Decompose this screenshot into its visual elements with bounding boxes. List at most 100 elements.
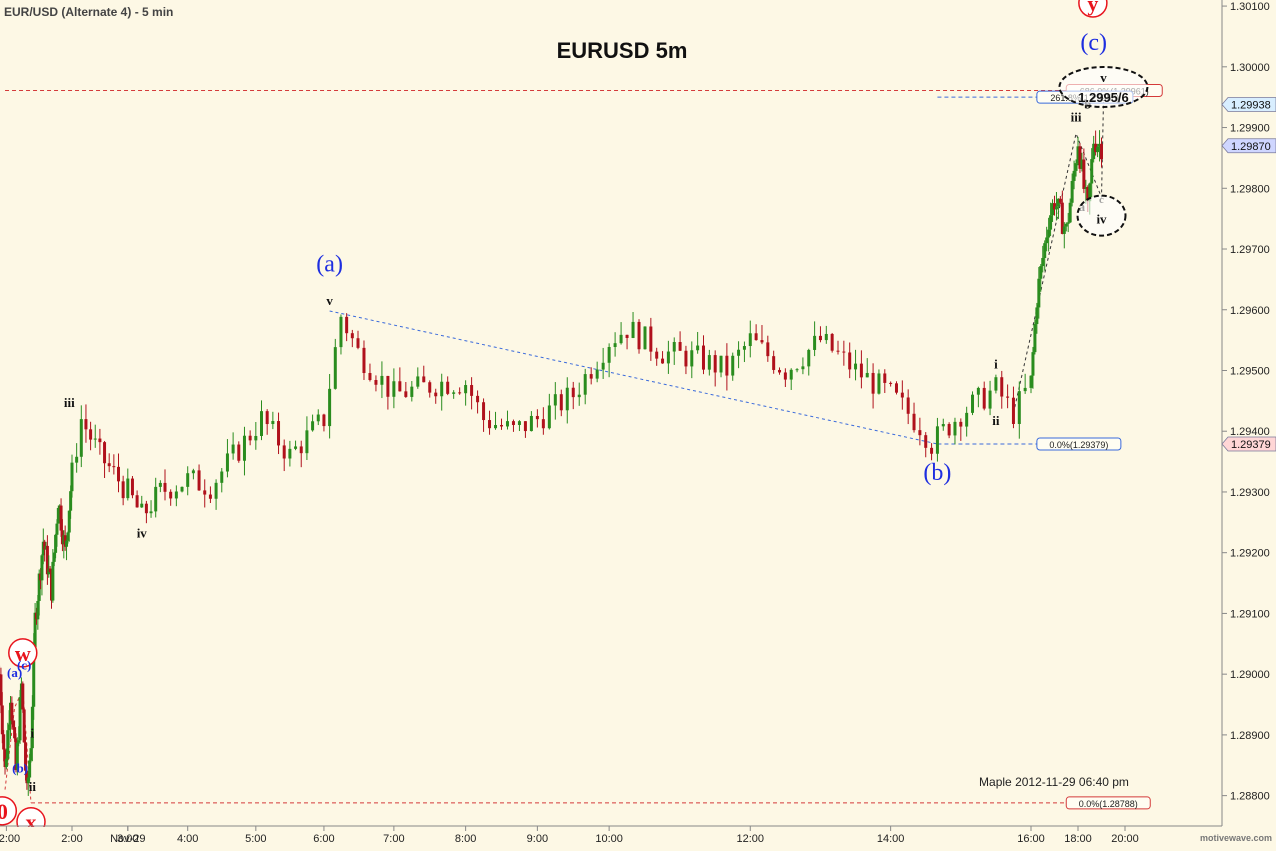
window-title: EUR/USD (Alternate 4) - 5 min	[4, 5, 173, 19]
candle-body	[1062, 226, 1066, 234]
candle-body	[237, 444, 241, 461]
y-tick-label: 1.29200	[1230, 548, 1270, 560]
candle-body	[271, 421, 275, 425]
candle-body	[25, 770, 29, 784]
wave-target-ellipse	[1058, 65, 1149, 108]
candle-body	[553, 394, 557, 406]
candle-body	[813, 335, 817, 350]
candle-body	[1043, 243, 1047, 258]
candle-body	[965, 412, 969, 427]
candle-body	[613, 343, 617, 348]
candle-body	[1066, 222, 1070, 224]
wave-label: (a)	[7, 665, 22, 680]
candle-body	[1056, 198, 1060, 207]
candle-body	[54, 534, 58, 553]
candle-body	[3, 749, 7, 768]
candle-body	[1033, 324, 1037, 353]
candle-body	[854, 363, 858, 370]
candle-body	[1090, 159, 1094, 184]
x-tick-label: 14:00	[877, 833, 905, 845]
candle-body	[1078, 146, 1082, 169]
candle-body	[731, 355, 735, 376]
candle-body	[754, 333, 758, 341]
candle-body	[994, 377, 998, 391]
x-tick-label: 12:00	[737, 833, 765, 845]
wave-label: (b)	[12, 761, 28, 776]
candle-body	[571, 387, 575, 398]
candle-body	[1094, 143, 1098, 153]
candle-body	[941, 424, 945, 427]
candle-body	[976, 387, 980, 395]
candle-body	[1064, 223, 1068, 227]
price-tag	[1221, 138, 1276, 154]
candle-body	[10, 702, 14, 721]
candle-body	[906, 397, 910, 414]
candle-body	[707, 355, 711, 370]
candle-body	[801, 366, 805, 370]
candle-body	[130, 478, 134, 496]
candle-body	[265, 411, 269, 425]
candle-body	[144, 503, 148, 514]
wave-label: x	[26, 810, 37, 835]
candle-body	[140, 503, 144, 508]
candle-body	[79, 419, 83, 457]
candle-body	[52, 552, 56, 562]
price-tag-label: 1.29938	[1231, 99, 1271, 111]
candle-body	[13, 727, 17, 739]
candle-body	[452, 392, 456, 394]
candle-body	[260, 411, 263, 436]
candle-body	[93, 438, 97, 440]
candle-body	[28, 760, 32, 778]
candle-body	[789, 369, 793, 380]
candle-body	[15, 742, 19, 771]
wave-label: iii	[64, 395, 75, 410]
candle-body	[75, 456, 79, 463]
candle-body	[766, 342, 770, 357]
candle-body	[889, 382, 893, 384]
candle-body	[690, 350, 694, 367]
candle-body	[242, 435, 246, 461]
candle-body	[883, 373, 887, 383]
y-tick-label: 1.30100	[1230, 1, 1270, 13]
candle-body	[174, 491, 178, 499]
y-tick-label: 1.30000	[1230, 62, 1270, 74]
candle-body	[625, 334, 629, 338]
candle-body	[953, 421, 957, 436]
candle-body	[818, 335, 822, 341]
wave-label: 0	[0, 799, 8, 824]
candle-body	[40, 555, 44, 581]
candle-body	[760, 340, 764, 343]
candle-body	[191, 470, 195, 474]
candle-body	[918, 430, 922, 436]
candle-body	[186, 473, 190, 487]
candle-body	[795, 369, 799, 371]
candle-body	[22, 709, 26, 743]
candle-body	[1058, 198, 1062, 203]
candle-body	[1023, 387, 1027, 392]
candle-body	[398, 381, 402, 392]
candle-body	[56, 507, 60, 524]
candle-body	[1054, 206, 1058, 210]
candle-body	[894, 383, 898, 393]
fib-level-box	[1065, 796, 1151, 810]
candle-body	[17, 740, 21, 743]
candle-body	[422, 376, 426, 383]
candle-body	[180, 486, 184, 492]
y-tick-label: 1.29700	[1230, 244, 1270, 256]
candle-body	[678, 342, 682, 351]
wave-label-circle	[0, 796, 18, 826]
candle-body	[930, 447, 934, 454]
y-tick-label: 1.28900	[1230, 730, 1270, 742]
candle-body	[254, 435, 258, 441]
x-tick-label: 8:00	[455, 833, 476, 845]
candle-body	[476, 395, 480, 403]
x-tick-label: 22:00	[0, 833, 20, 845]
candle-body	[778, 369, 782, 373]
x-axis-band	[0, 827, 1276, 847]
y-tick-label: 1.29500	[1230, 365, 1270, 377]
candle-body	[169, 491, 173, 499]
y-tick-label: 1.29600	[1230, 305, 1270, 317]
